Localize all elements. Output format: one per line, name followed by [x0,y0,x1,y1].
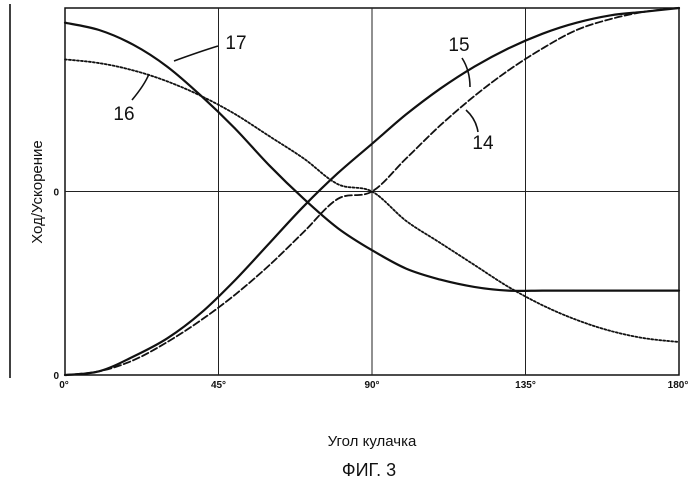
callout-label-16: 16 [113,104,134,125]
y-tick-labels: 00 [53,188,59,383]
x-tick-label: 90° [364,380,379,391]
callout-label-17: 17 [225,33,246,54]
callout-leader-14 [466,110,478,132]
callout-leader-17 [174,46,218,61]
callout-leader-16 [132,74,149,100]
x-tick-label: 135° [515,380,536,391]
y-tick-label: 0 [53,188,59,199]
x-axis-title: Угол кулачка [328,433,417,450]
callout-label-15: 15 [448,35,469,56]
callout-label-14: 14 [472,133,494,154]
x-tick-label: 45° [211,380,226,391]
x-tick-labels: 0° 45° 90° 135° 180° [59,380,688,391]
callout-layer: 14 15 16 17 [113,33,494,154]
y-axis-title: Ход/Ускорение [29,140,46,244]
y-tick-label: 0 [53,371,59,382]
figure-caption: ФИГ. 3 [342,460,396,480]
x-tick-label: 0° [59,380,69,391]
x-tick-label: 180° [668,380,689,391]
